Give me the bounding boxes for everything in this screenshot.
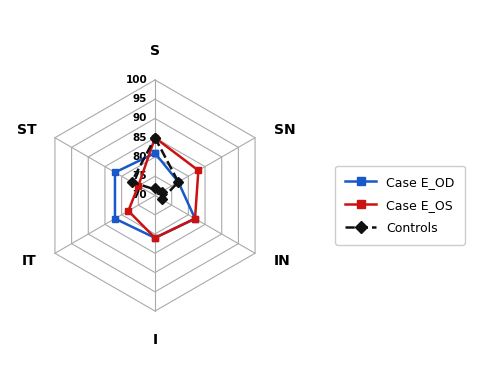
- Text: 90: 90: [133, 113, 147, 124]
- Text: SN: SN: [274, 123, 295, 137]
- Text: 75: 75: [132, 171, 147, 181]
- Legend: Case E_OD, Case E_OS, Controls: Case E_OD, Case E_OS, Controls: [335, 166, 465, 245]
- Text: 100: 100: [126, 75, 147, 85]
- Text: IT: IT: [22, 254, 36, 268]
- Text: ST: ST: [16, 123, 36, 137]
- Text: 80: 80: [133, 152, 147, 162]
- Text: 95: 95: [133, 94, 147, 104]
- Text: 85: 85: [133, 133, 147, 143]
- Text: I: I: [152, 333, 158, 347]
- Text: 70: 70: [132, 190, 147, 201]
- Text: S: S: [150, 44, 160, 58]
- Text: IN: IN: [274, 254, 290, 268]
